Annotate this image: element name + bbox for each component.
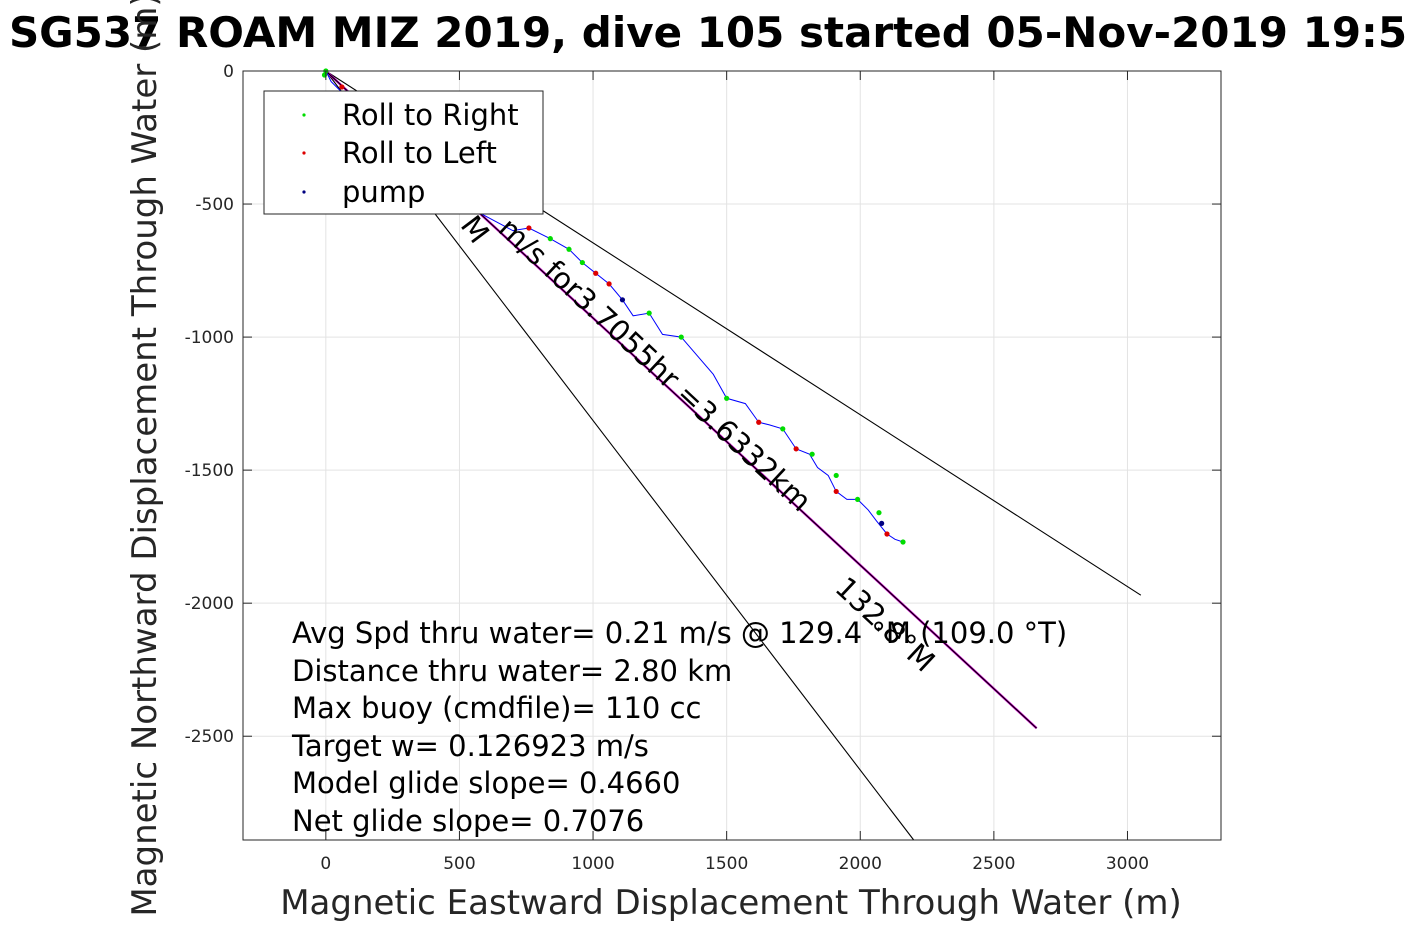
point-roll-to-right-10 bbox=[833, 472, 839, 479]
point-roll-to-right-8 bbox=[780, 426, 786, 432]
distance-text: Distance thru water= 2.80 km bbox=[292, 654, 732, 688]
x-tick-label-6: 3000 bbox=[1106, 854, 1149, 874]
legend-box bbox=[263, 90, 544, 215]
x-tick-label-1: 500 bbox=[443, 854, 475, 874]
point-roll-to-right-13 bbox=[900, 539, 906, 545]
legend-label-roll-left: Roll to Left bbox=[342, 136, 497, 170]
y-tick-label-1: -500 bbox=[195, 195, 234, 215]
x-axis-label: Magnetic Eastward Displacement Through W… bbox=[280, 883, 1182, 923]
model-glide-slope-text: Model glide slope= 0.4660 bbox=[292, 766, 680, 800]
point-roll-to-left-0 bbox=[339, 84, 345, 90]
point-roll-to-left-3 bbox=[606, 281, 612, 287]
point-roll-to-left-5 bbox=[793, 446, 799, 452]
point-roll-to-right-6 bbox=[678, 334, 684, 340]
point-roll-to-left-7 bbox=[884, 531, 890, 537]
legend-label-pump: pump bbox=[342, 175, 425, 209]
point-roll-to-right-2 bbox=[547, 236, 553, 242]
y-tick-label-3: -1500 bbox=[185, 461, 234, 481]
point-roll-to-right-9 bbox=[809, 451, 815, 457]
point-roll-to-left-6 bbox=[833, 488, 839, 495]
y-tick-label-0: 0 bbox=[223, 62, 234, 82]
point-pump-1 bbox=[879, 520, 885, 526]
point-roll-to-right-12 bbox=[876, 510, 882, 516]
x-tick-label-0: 0 bbox=[320, 854, 331, 874]
y-axis-label: Magnetic Northward Displacement Through … bbox=[125, 0, 165, 917]
chart-title: SG537 ROAM MIZ 2019, dive 105 started 05… bbox=[9, 8, 1407, 57]
net-glide-slope-text: Net glide slope= 0.7076 bbox=[292, 804, 644, 838]
legend-marker-roll-right bbox=[302, 113, 306, 117]
y-tick-label-2: -1000 bbox=[185, 328, 234, 348]
plot-frame bbox=[242, 70, 1222, 841]
avg-speed-text: Avg Spd thru water= 0.21 m/s @ 129.4 °M … bbox=[292, 616, 1067, 650]
ticks: 0 500 1000 1500 2000 2500 3000 0 -500 -1000 -1500 -… bbox=[185, 62, 1221, 874]
point-pump-0 bbox=[619, 297, 626, 303]
legend-label-roll-right: Roll to Right bbox=[342, 98, 519, 132]
point-roll-to-right-4 bbox=[579, 259, 585, 266]
x-tick-label-2: 1000 bbox=[571, 854, 614, 874]
point-roll-to-right-5 bbox=[646, 310, 652, 316]
stats-annotations: Avg Spd thru water= 0.21 m/s @ 129.4 °M … bbox=[291, 616, 1067, 838]
x-tick-label-4: 2000 bbox=[839, 854, 882, 874]
point-roll-to-right-3 bbox=[566, 246, 572, 252]
point-roll-to-right-11 bbox=[854, 496, 861, 503]
legend: Roll to Right Roll to Left pump bbox=[263, 90, 544, 215]
max-buoy-text: Max buoy (cmdfile)= 110 cc bbox=[292, 691, 701, 725]
point-roll-to-left-1 bbox=[526, 225, 532, 231]
y-tick-label-5: -2500 bbox=[185, 727, 234, 747]
y-tick-label-4: -2000 bbox=[185, 594, 234, 614]
legend-marker-roll-left bbox=[302, 151, 306, 155]
x-tick-label-5: 2500 bbox=[972, 854, 1015, 874]
x-tick-label-3: 1500 bbox=[705, 854, 748, 874]
legend-marker-pump bbox=[302, 190, 306, 194]
target-w-text: Target w= 0.126923 m/s bbox=[291, 729, 649, 763]
point-roll-to-left-2 bbox=[593, 270, 599, 276]
point-roll-to-right-7 bbox=[724, 395, 730, 401]
point-roll-to-left-4 bbox=[756, 419, 762, 425]
